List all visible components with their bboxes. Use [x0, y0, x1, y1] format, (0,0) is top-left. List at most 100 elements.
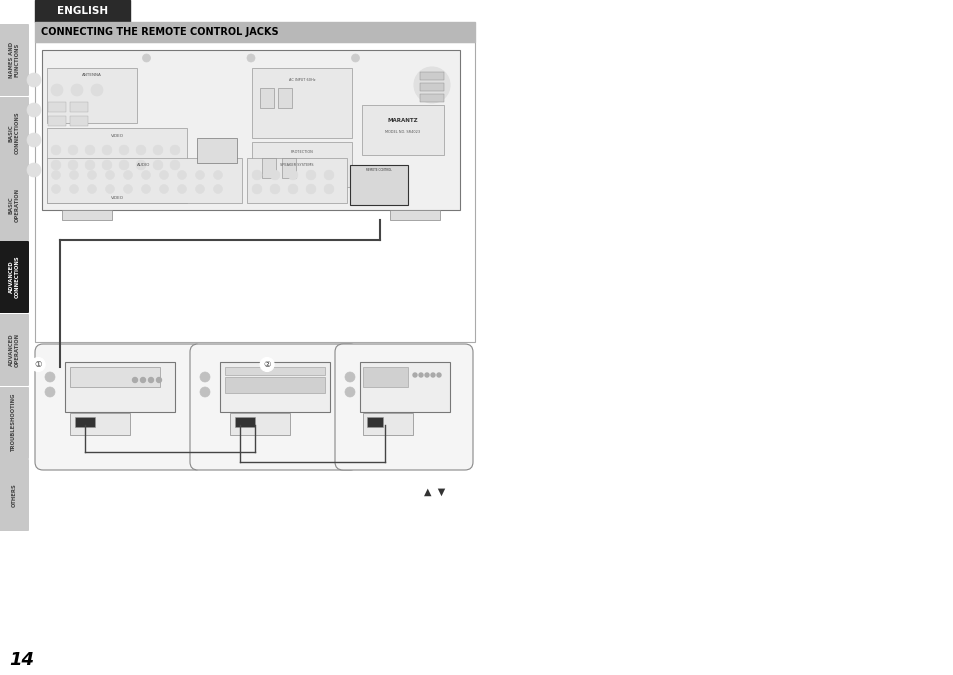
Text: MARANTZ: MARANTZ [387, 117, 417, 122]
Circle shape [213, 184, 222, 194]
Text: REMOTE CONTROL: REMOTE CONTROL [366, 168, 392, 172]
Circle shape [31, 358, 45, 371]
Circle shape [324, 170, 334, 180]
Bar [70, 116, 88, 126]
Circle shape [119, 160, 129, 170]
Bar [419, 94, 443, 102]
Circle shape [159, 184, 169, 194]
Circle shape [324, 184, 334, 194]
Text: PROTECTION: PROTECTION [291, 150, 313, 154]
Bar [352, 165, 407, 205]
Circle shape [152, 145, 163, 155]
FancyBboxPatch shape [0, 459, 29, 531]
Circle shape [288, 184, 297, 194]
FancyBboxPatch shape [0, 314, 29, 386]
Bar [35, 0, 130, 22]
Bar [35, 22, 475, 42]
Circle shape [413, 373, 416, 377]
Circle shape [345, 372, 355, 382]
Circle shape [270, 170, 280, 180]
Circle shape [119, 145, 129, 155]
Bar [363, 367, 408, 387]
Bar [363, 413, 413, 435]
Text: BASIC
CONNECTIONS: BASIC CONNECTIONS [9, 111, 19, 155]
Circle shape [123, 171, 132, 180]
Text: ①: ① [34, 360, 42, 369]
Bar [252, 68, 352, 138]
Circle shape [45, 372, 55, 382]
Circle shape [414, 67, 450, 103]
Circle shape [170, 160, 180, 170]
Circle shape [149, 377, 153, 383]
Bar [65, 362, 174, 412]
Circle shape [418, 373, 422, 377]
FancyBboxPatch shape [335, 344, 473, 470]
Bar [75, 417, 95, 427]
Circle shape [27, 103, 41, 117]
Circle shape [106, 184, 114, 194]
Circle shape [140, 377, 146, 383]
Circle shape [102, 160, 112, 170]
Circle shape [177, 171, 186, 180]
Circle shape [152, 160, 163, 170]
Circle shape [141, 184, 151, 194]
Circle shape [71, 84, 83, 96]
Circle shape [177, 184, 186, 194]
Bar [252, 142, 352, 187]
FancyBboxPatch shape [0, 24, 29, 96]
Circle shape [45, 387, 55, 397]
Circle shape [345, 387, 355, 397]
Circle shape [270, 184, 280, 194]
Bar [47, 158, 242, 203]
Circle shape [91, 84, 103, 96]
Circle shape [136, 160, 146, 170]
Circle shape [70, 184, 78, 194]
Circle shape [159, 171, 169, 180]
Circle shape [106, 171, 114, 180]
Bar [260, 88, 274, 108]
Circle shape [27, 163, 41, 177]
Circle shape [51, 160, 61, 170]
Circle shape [351, 54, 359, 62]
Circle shape [136, 145, 146, 155]
Circle shape [68, 160, 78, 170]
Bar [230, 413, 290, 435]
Circle shape [156, 377, 161, 383]
FancyBboxPatch shape [0, 169, 29, 241]
FancyBboxPatch shape [0, 97, 29, 169]
Circle shape [85, 145, 95, 155]
Circle shape [27, 73, 41, 87]
Circle shape [51, 145, 61, 155]
Circle shape [170, 145, 180, 155]
Text: ▲  ▼: ▲ ▼ [424, 487, 445, 496]
Bar [419, 72, 443, 80]
Bar [48, 102, 66, 112]
Bar [277, 88, 292, 108]
Text: ADVANCED
OPERATION: ADVANCED OPERATION [9, 333, 19, 367]
Circle shape [247, 54, 254, 62]
Bar [70, 367, 160, 387]
Bar [282, 158, 295, 178]
Circle shape [200, 387, 210, 397]
Text: VIDEO: VIDEO [111, 134, 123, 138]
Bar [367, 417, 382, 427]
Circle shape [252, 184, 262, 194]
Bar [247, 158, 347, 203]
Circle shape [436, 373, 440, 377]
Bar [220, 362, 330, 412]
Text: AUDIO: AUDIO [137, 163, 151, 167]
Circle shape [132, 377, 137, 383]
Circle shape [252, 170, 262, 180]
Circle shape [27, 133, 41, 147]
Text: AC INPUT 60Hz: AC INPUT 60Hz [289, 78, 314, 82]
Text: VIDEO: VIDEO [111, 196, 123, 200]
Text: ADVANCED
CONNECTIONS: ADVANCED CONNECTIONS [9, 256, 19, 298]
Circle shape [260, 358, 274, 371]
Circle shape [142, 54, 151, 62]
Text: TROUBLESHOOTING: TROUBLESHOOTING [11, 394, 16, 452]
Bar [390, 210, 439, 220]
Circle shape [51, 184, 60, 194]
Bar [42, 50, 459, 210]
FancyBboxPatch shape [0, 241, 29, 313]
Circle shape [88, 184, 96, 194]
